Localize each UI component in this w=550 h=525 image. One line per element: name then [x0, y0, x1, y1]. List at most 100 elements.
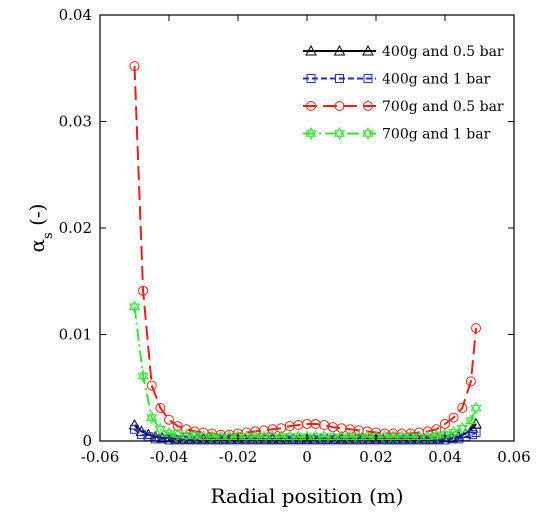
y-tick-label: 0.01 [59, 326, 92, 344]
data-point [136, 430, 146, 440]
data-point [146, 411, 158, 425]
data-point [396, 430, 408, 444]
data-point [470, 401, 482, 415]
data-point [457, 402, 468, 413]
data-point [471, 323, 482, 334]
legend-marker [333, 127, 346, 140]
x-tick-label: 0.06 [497, 448, 530, 466]
legend-marker [306, 101, 316, 111]
legend-label: 400g and 0.5 bar [382, 44, 504, 60]
data-point [155, 402, 166, 413]
data-point [327, 430, 339, 444]
data-point [387, 430, 399, 444]
data-point [249, 430, 261, 444]
data-point [456, 421, 468, 435]
legend-entry: 700g and 1 bar [303, 127, 491, 143]
x-axis-title: Radial position (m) [210, 484, 403, 508]
data-point [431, 424, 442, 435]
y-tick-label: 0.02 [59, 219, 92, 237]
data-point [430, 429, 443, 443]
legend-entry: 700g and 0.5 bar [303, 99, 504, 115]
legend-marker [333, 44, 346, 56]
data-point [335, 430, 348, 444]
x-tick-label: 0.02 [359, 448, 392, 466]
legend-marker [362, 127, 374, 140]
data-point [378, 430, 391, 444]
legend-label: 400g and 1 bar [382, 72, 491, 88]
y-axis-title-tail: (-) [25, 204, 49, 233]
data-point [189, 429, 201, 443]
data-point [353, 430, 365, 444]
series-4 [128, 300, 482, 444]
data-point [448, 412, 459, 423]
legend-marker [363, 101, 373, 111]
data-point [128, 300, 141, 314]
data-point [240, 430, 253, 444]
series-group [128, 61, 482, 445]
data-point [171, 428, 184, 442]
y-axis-title-sub: s [41, 232, 56, 239]
data-point [284, 430, 296, 444]
data-point [138, 285, 149, 296]
data-point [422, 430, 434, 444]
legend: 400g and 0.5 bar 400g and 1 bar 700g and 0… [303, 44, 504, 143]
legend-marker [306, 74, 316, 83]
data-point [180, 429, 192, 443]
legend-marker [305, 44, 317, 56]
legend-marker [363, 74, 373, 83]
data-point [413, 430, 425, 444]
data-point [164, 414, 174, 425]
x-tick-label: 0.04 [428, 448, 461, 466]
legend-marker [362, 44, 374, 56]
data-point [361, 430, 374, 444]
data-point [465, 414, 477, 428]
data-point [258, 430, 270, 444]
series-3 [129, 61, 482, 440]
data-point [471, 427, 481, 437]
x-tick-label: -0.04 [150, 448, 188, 466]
y-tick-label: 0.03 [59, 113, 92, 131]
data-point [171, 435, 181, 445]
data-point [223, 430, 236, 444]
series-line [133, 306, 478, 438]
legend-marker [334, 101, 345, 111]
data-point [266, 430, 279, 444]
data-point [154, 422, 167, 436]
data-point [206, 430, 218, 444]
data-point [318, 430, 330, 444]
x-tick-label: -0.02 [219, 448, 257, 466]
data-point [137, 369, 149, 383]
legend-label: 700g and 0.5 bar [382, 99, 504, 115]
data-point [129, 61, 140, 72]
axes-ticks: -0.06 -0.04 -0.02 0 0.02 0.04 0.06 0 0.01 0.02 0.0… [59, 6, 531, 466]
data-point [447, 425, 460, 439]
data-point [215, 430, 227, 444]
data-point [309, 430, 322, 444]
y-axis-title-main: α [25, 239, 49, 253]
legend-marker [305, 127, 317, 140]
data-point [344, 430, 356, 444]
data-point [172, 421, 183, 432]
data-point [197, 430, 210, 444]
x-tick-label: 0 [302, 448, 312, 466]
data-point [275, 430, 287, 444]
y-tick-label: 0 [82, 432, 92, 450]
data-point [128, 418, 141, 430]
legend-marker [335, 74, 344, 83]
data-point [292, 430, 305, 444]
legend-entry: 400g and 1 bar [303, 72, 491, 88]
y-axis-title: αs (-) [25, 204, 56, 253]
series-line [133, 66, 478, 436]
data-point [130, 424, 139, 434]
x-tick-label: -0.06 [81, 448, 119, 466]
data-point [468, 430, 478, 440]
y-tick-label: 0.04 [59, 6, 92, 24]
data-point [146, 380, 157, 391]
data-point [465, 376, 476, 387]
legend-entry: 400g and 0.5 bar [303, 44, 504, 60]
data-point [454, 434, 464, 444]
data-point [404, 430, 417, 444]
legend-label: 700g and 1 bar [382, 127, 491, 143]
data-point [150, 434, 160, 444]
